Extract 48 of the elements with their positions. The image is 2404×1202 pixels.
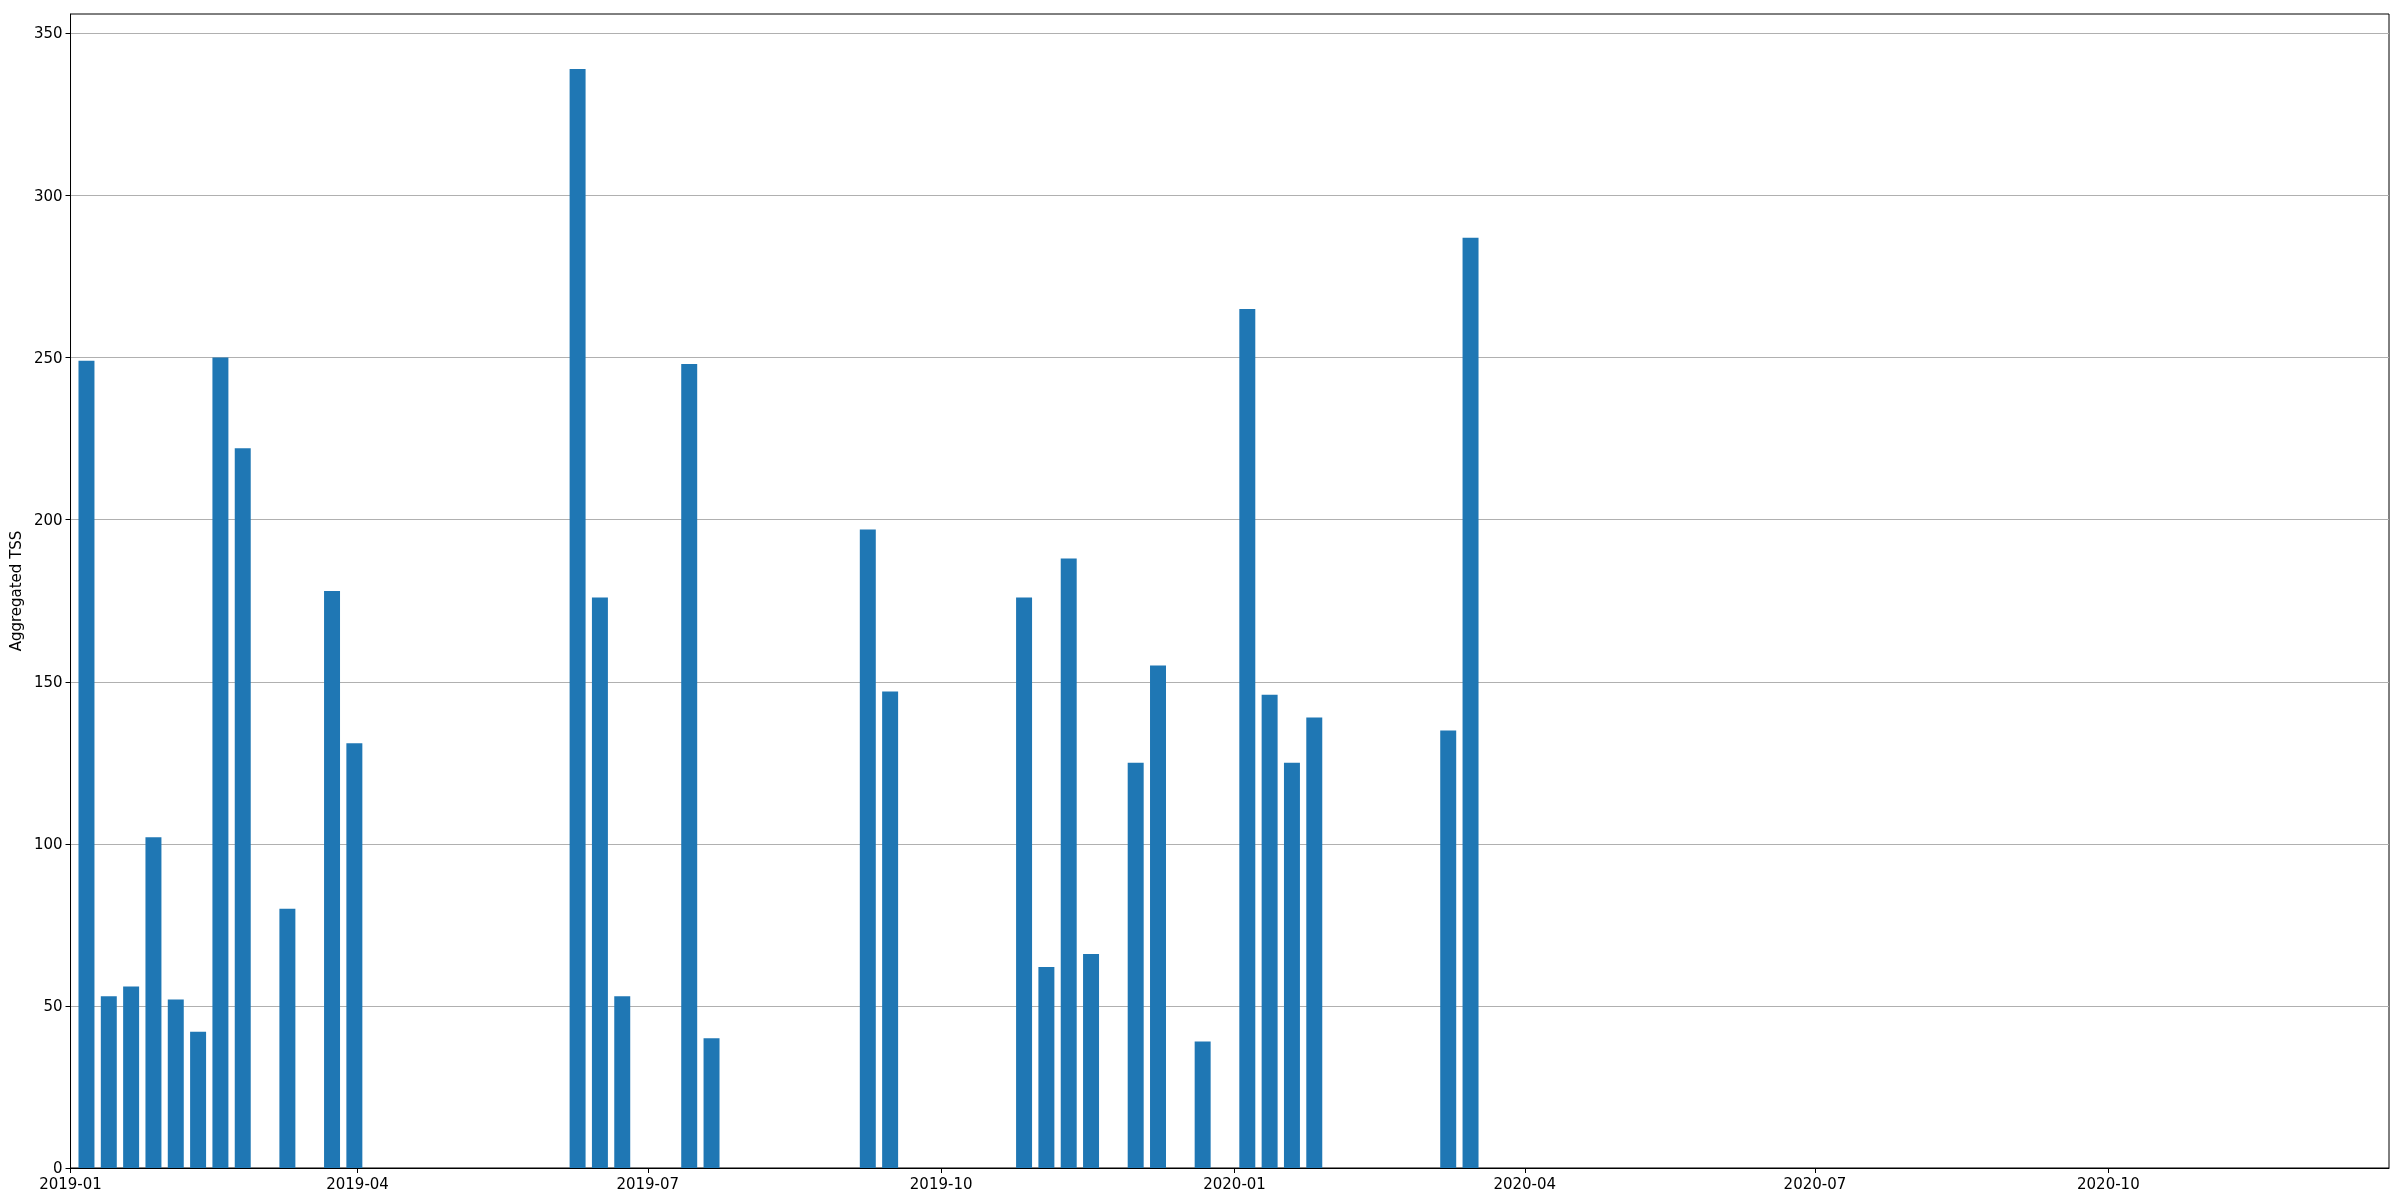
x-tick-label: 2020-04 xyxy=(1493,1174,1557,1193)
bar xyxy=(279,908,296,1168)
bar xyxy=(100,996,117,1168)
bar xyxy=(1038,967,1055,1168)
x-tick-label: 2019-04 xyxy=(326,1174,389,1193)
bar xyxy=(681,364,698,1168)
bar xyxy=(78,360,95,1168)
bar xyxy=(123,986,140,1168)
bar xyxy=(591,597,608,1168)
y-axis-title: Aggregated TSS xyxy=(6,530,25,652)
y-tick-label: 250 xyxy=(33,348,63,367)
bar xyxy=(614,996,631,1168)
x-tick-label: 2020-10 xyxy=(2077,1174,2140,1193)
bar xyxy=(324,591,341,1168)
bar xyxy=(1239,308,1256,1168)
y-tick-label: 200 xyxy=(33,510,63,529)
bar xyxy=(190,1031,207,1168)
y-tick-label: 0 xyxy=(52,1159,63,1177)
bar xyxy=(1462,237,1479,1168)
y-tick-label: 300 xyxy=(33,186,63,205)
bar xyxy=(1283,762,1300,1168)
x-tick-label: 2020-07 xyxy=(1783,1174,1847,1193)
bar xyxy=(234,448,251,1168)
x-tick-label: 2020-01 xyxy=(1203,1174,1266,1193)
y-tick-label: 100 xyxy=(33,834,63,853)
x-tick-label: 2019-01 xyxy=(39,1174,102,1193)
x-tick-label: 2019-07 xyxy=(616,1174,680,1193)
y-tick-label: 150 xyxy=(33,672,63,691)
bar xyxy=(1194,1041,1211,1168)
bar xyxy=(167,999,184,1168)
bar xyxy=(1150,665,1166,1168)
bar xyxy=(346,743,363,1168)
bar xyxy=(1060,558,1077,1168)
bar xyxy=(882,691,899,1168)
bar xyxy=(1127,762,1144,1168)
bar xyxy=(212,357,229,1168)
bar xyxy=(1261,694,1278,1168)
bar xyxy=(1083,954,1100,1168)
bar xyxy=(569,69,586,1168)
y-tick-label: 50 xyxy=(43,996,63,1015)
bar xyxy=(703,1038,720,1168)
bar xyxy=(1440,730,1457,1168)
x-tick-label: 2019-10 xyxy=(909,1174,973,1193)
bar xyxy=(145,837,162,1168)
y-tick-label: 350 xyxy=(33,24,63,43)
bar xyxy=(1016,597,1033,1168)
bar xyxy=(1306,717,1323,1168)
bar xyxy=(859,529,876,1168)
